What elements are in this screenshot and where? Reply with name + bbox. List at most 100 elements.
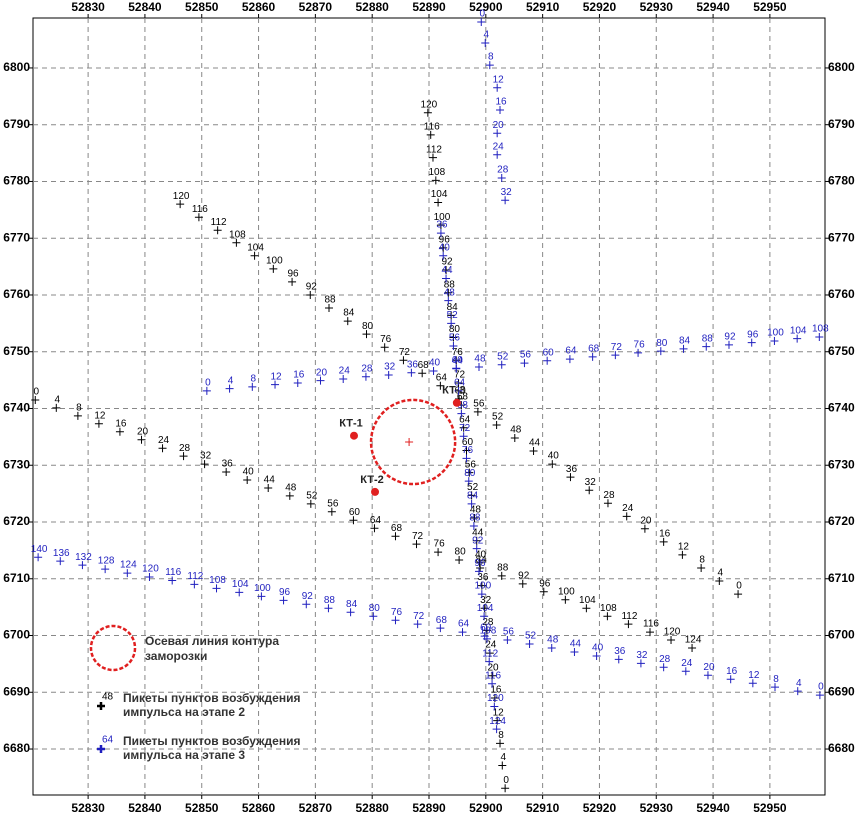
picket — [770, 336, 779, 345]
y-tick-label: 6720 — [3, 514, 30, 528]
picket — [474, 567, 483, 576]
picket — [611, 351, 620, 360]
picket-label: 92 — [518, 571, 530, 582]
x-tick-label: 52870 — [299, 801, 333, 815]
picket — [492, 420, 501, 429]
y-tick-label: 6710 — [3, 571, 30, 585]
picket-label: 84 — [343, 308, 355, 319]
picket — [793, 334, 802, 343]
picket — [200, 460, 209, 469]
picket-label: 56 — [520, 350, 532, 361]
picket-label: 80 — [455, 547, 467, 558]
y-tick-label: 6750 — [3, 344, 30, 358]
picket — [436, 229, 445, 238]
picket-label: 112 — [187, 571, 203, 582]
picket-label: 72 — [459, 423, 471, 434]
picket — [452, 356, 461, 365]
picket-label: 8 — [251, 374, 257, 385]
picket-label: 100 — [474, 581, 491, 592]
picket — [94, 419, 103, 428]
picket — [454, 378, 463, 387]
picket-label: 68 — [457, 392, 469, 403]
picket-label: 92 — [472, 535, 484, 546]
picket-label: 40 — [243, 467, 255, 478]
picket — [137, 435, 146, 444]
picket — [476, 563, 485, 572]
picket — [636, 659, 645, 668]
picket — [56, 557, 65, 566]
picket-label: 68 — [588, 343, 600, 354]
picket-label: 116 — [424, 122, 440, 133]
x-tick-label: 52830 — [71, 0, 105, 14]
picket-label: 52 — [525, 631, 537, 642]
picket-label: 8 — [76, 403, 82, 414]
picket-label: 84 — [346, 599, 358, 610]
picket-label: 96 — [747, 329, 759, 340]
picket — [640, 524, 649, 533]
picket — [582, 604, 591, 613]
picket — [293, 378, 302, 387]
picket-label: 32 — [200, 451, 212, 462]
station — [452, 398, 461, 407]
y-tick-label: 6780 — [3, 174, 30, 188]
picket-label: 44 — [472, 527, 484, 538]
y-tick-label: 6720 — [828, 514, 855, 528]
picket-label: 32 — [585, 477, 597, 488]
x-tick-label: 52890 — [412, 801, 446, 815]
picket-label: 40 — [475, 550, 487, 561]
picket — [457, 409, 466, 418]
picket — [485, 657, 494, 666]
picket-label: 8 — [699, 555, 705, 566]
picket — [232, 238, 241, 247]
picket-label: 92 — [306, 282, 318, 293]
y-tick-label: 6730 — [3, 457, 30, 471]
picket-label: 92 — [724, 332, 736, 343]
picket — [442, 266, 451, 274]
picket — [734, 590, 743, 599]
y-tick-label: 6740 — [828, 401, 855, 415]
picket — [302, 600, 311, 609]
picket — [467, 499, 476, 508]
picket-label: 120 — [487, 693, 504, 704]
legend-text: Пикеты пунктов возбуждения — [123, 691, 300, 705]
picket — [279, 596, 288, 605]
picket-label: 32 — [636, 650, 648, 661]
picket — [369, 612, 378, 621]
picket-label: 36 — [222, 459, 234, 470]
picket-label: 28 — [482, 617, 494, 628]
y-tick-label: 6770 — [828, 230, 855, 244]
picket — [467, 491, 476, 500]
picket-label: 88 — [324, 295, 336, 306]
picket — [264, 483, 273, 492]
picket — [497, 360, 506, 369]
picket — [585, 486, 594, 495]
picket-label: 64 — [454, 378, 466, 389]
picket — [442, 274, 451, 283]
picket — [145, 573, 154, 582]
picket — [510, 434, 519, 442]
picket — [384, 371, 393, 379]
picket — [747, 338, 756, 347]
picket-label: 48 — [474, 354, 486, 365]
picket — [431, 176, 440, 185]
contour-center — [405, 437, 414, 446]
picket — [225, 384, 234, 393]
picket — [548, 460, 557, 469]
picket-label: 100 — [558, 586, 575, 597]
freeze-contour — [369, 398, 457, 486]
picket — [480, 612, 489, 621]
picket — [702, 342, 711, 351]
picket-label: 112 — [426, 144, 442, 155]
picket-label: 112 — [211, 217, 227, 228]
picket — [316, 376, 325, 385]
picket — [412, 540, 421, 549]
x-tick-label: 52940 — [696, 0, 730, 14]
x-tick-label: 52880 — [355, 801, 389, 815]
picket — [455, 556, 464, 565]
picket — [497, 174, 506, 183]
picket-label: 24 — [485, 640, 497, 651]
picket-label: 72 — [412, 531, 424, 542]
picket — [444, 288, 453, 297]
picket — [481, 38, 490, 47]
